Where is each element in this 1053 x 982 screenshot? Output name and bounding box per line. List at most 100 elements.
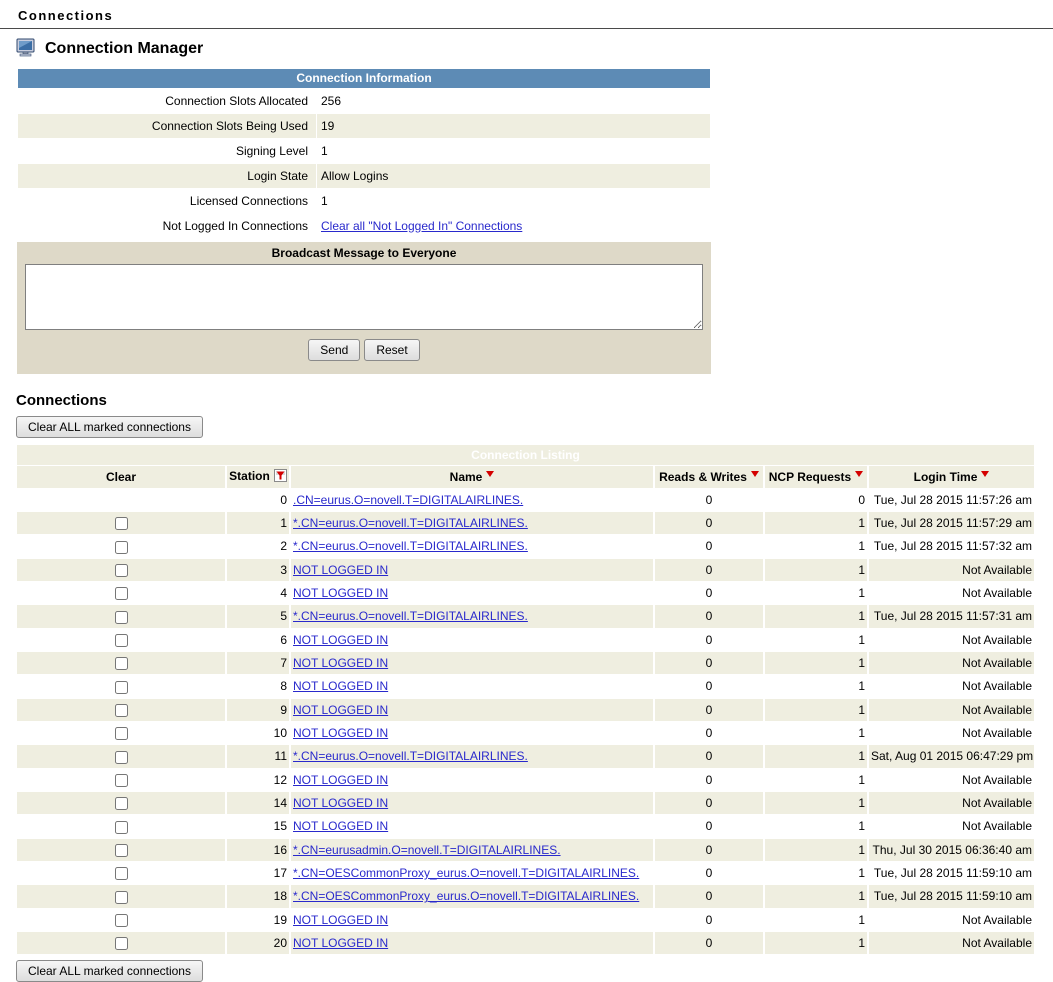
clear-checkbox[interactable] bbox=[114, 773, 128, 787]
send-button[interactable]: Send bbox=[308, 339, 361, 361]
clear-checkbox[interactable] bbox=[114, 517, 128, 531]
station-cell: 17 bbox=[273, 866, 287, 881]
reads-writes-cell: 0 bbox=[655, 885, 763, 908]
clear-cell bbox=[17, 862, 225, 884]
table-row: 15 NOT LOGGED IN 0 1 Not Available bbox=[17, 815, 1034, 837]
clear-all-marked-bottom-button[interactable]: Clear ALL marked connections bbox=[16, 960, 203, 982]
clear-checkbox[interactable] bbox=[114, 657, 128, 671]
connection-name-link[interactable]: *.CN=eurus.O=novell.T=DIGITALAIRLINES. bbox=[293, 609, 528, 624]
name-sort-icon[interactable] bbox=[486, 471, 495, 477]
ncp-requests-cell: 1 bbox=[765, 838, 867, 861]
connection-information-header: Connection Information bbox=[18, 69, 710, 88]
name-cell: NOT LOGGED IN bbox=[291, 909, 653, 931]
table-row: 4 NOT LOGGED IN 0 1 Not Available bbox=[17, 582, 1034, 604]
name-cell: NOT LOGGED IN bbox=[291, 675, 653, 697]
connection-name-link[interactable]: *.CN=OESCommonProxy_eurus.O=novell.T=DIG… bbox=[293, 866, 640, 881]
table-row: 10 NOT LOGGED IN 0 1 Not Available bbox=[17, 722, 1034, 744]
name-cell: *.CN=eurusadmin.O=novell.T=DIGITALAIRLIN… bbox=[291, 838, 653, 861]
ncp-requests-cell: 1 bbox=[765, 651, 867, 675]
clear-checkbox[interactable] bbox=[114, 610, 128, 624]
connection-name-link[interactable]: NOT LOGGED IN bbox=[293, 656, 389, 671]
clear-checkbox[interactable] bbox=[114, 867, 128, 881]
reads-writes-cell: 0 bbox=[655, 791, 763, 815]
clear-checkbox[interactable] bbox=[114, 680, 128, 694]
login-time-cell: Tue, Jul 28 2015 11:57:29 am bbox=[869, 512, 1034, 535]
reads-writes-cell: 0 bbox=[705, 679, 713, 694]
reads-writes-cell: 0 bbox=[705, 819, 713, 834]
info-row: Signing Level 1 bbox=[18, 139, 710, 163]
info-row: Connection Slots Allocated 256 bbox=[18, 89, 710, 113]
info-label: Licensed Connections bbox=[189, 194, 308, 208]
clear-cell bbox=[17, 698, 225, 721]
clear-all-marked-top-button[interactable]: Clear ALL marked connections bbox=[16, 416, 203, 438]
column-station: Station bbox=[227, 466, 289, 488]
station-filter-icon[interactable] bbox=[273, 469, 287, 485]
connection-name-link[interactable]: NOT LOGGED IN bbox=[293, 772, 389, 787]
connection-name-link[interactable]: .CN=eurus.O=novell.T=DIGITALAIRLINES. bbox=[293, 493, 524, 507]
clear-checkbox[interactable] bbox=[114, 843, 128, 857]
ncp-requests-cell: 1 bbox=[858, 632, 865, 647]
table-row: 9 NOT LOGGED IN 0 1 Not Available bbox=[17, 698, 1034, 721]
ncp-requests-cell: 1 bbox=[858, 586, 865, 601]
station-cell: 10 bbox=[273, 726, 287, 741]
connection-name-link[interactable]: *.CN=eurus.O=novell.T=DIGITALAIRLINES. bbox=[293, 539, 528, 554]
login-time-cell: Thu, Jul 30 2015 06:36:40 am bbox=[869, 838, 1034, 861]
clear-checkbox[interactable] bbox=[114, 750, 128, 764]
info-value: Allow Logins bbox=[317, 164, 710, 188]
connection-name-link[interactable]: NOT LOGGED IN bbox=[293, 586, 389, 601]
connection-name-link[interactable]: NOT LOGGED IN bbox=[293, 726, 389, 741]
clear-checkbox[interactable] bbox=[114, 937, 128, 951]
clear-not-logged-in-link[interactable]: Clear all "Not Logged In" Connections bbox=[321, 219, 523, 233]
connection-name-link[interactable]: NOT LOGGED IN bbox=[293, 562, 389, 577]
clear-checkbox[interactable] bbox=[114, 703, 128, 717]
table-row: 16 *.CN=eurusadmin.O=novell.T=DIGITALAIRL… bbox=[17, 838, 1034, 861]
clear-checkbox[interactable] bbox=[114, 540, 128, 554]
column-reads-writes: Reads & Writes bbox=[655, 466, 763, 488]
info-label: Not Logged In Connections bbox=[162, 219, 308, 233]
login-time-cell: Tue, Jul 28 2015 11:59:10 am bbox=[873, 866, 1032, 881]
name-cell: NOT LOGGED IN bbox=[291, 582, 653, 604]
station-cell: 15 bbox=[273, 819, 287, 834]
clear-cell bbox=[17, 909, 225, 931]
login-time-cell: Not Available bbox=[869, 931, 1034, 955]
login-time-cell: Not Available bbox=[962, 819, 1032, 834]
connection-name-link[interactable]: NOT LOGGED IN bbox=[293, 936, 389, 951]
name-cell: *.CN=eurus.O=novell.T=DIGITALAIRLINES. bbox=[291, 535, 653, 557]
clear-checkbox[interactable] bbox=[114, 587, 128, 601]
connection-name-link[interactable]: NOT LOGGED IN bbox=[293, 702, 389, 717]
table-row: 17 *.CN=OESCommonProxy_eurus.O=novell.T=D… bbox=[17, 862, 1034, 884]
connection-name-link[interactable]: NOT LOGGED IN bbox=[293, 912, 389, 927]
table-row: 11 *.CN=eurus.O=novell.T=DIGITALAIRLINES.… bbox=[17, 745, 1034, 768]
broadcast-message-input[interactable] bbox=[25, 264, 703, 330]
connection-name-link[interactable]: NOT LOGGED IN bbox=[293, 796, 389, 811]
login-time-cell: Not Available bbox=[869, 791, 1034, 815]
connection-name-link[interactable]: NOT LOGGED IN bbox=[293, 632, 389, 647]
connections-section-title: Connections bbox=[16, 392, 107, 409]
reads-writes-cell: 0 bbox=[655, 651, 763, 675]
clear-cell bbox=[17, 838, 225, 861]
clear-checkbox[interactable] bbox=[114, 633, 128, 647]
info-row: Connection Slots Being Used 19 bbox=[18, 114, 710, 138]
connection-name-link[interactable]: *.CN=OESCommonProxy_eurus.O=novell.T=DIG… bbox=[293, 889, 640, 904]
connection-name-link[interactable]: *.CN=eurusadmin.O=novell.T=DIGITALAIRLIN… bbox=[293, 842, 561, 857]
connection-name-link[interactable]: *.CN=eurus.O=novell.T=DIGITALAIRLINES. bbox=[293, 516, 528, 531]
reads-writes-cell: 0 bbox=[655, 698, 763, 721]
clear-checkbox[interactable] bbox=[114, 797, 128, 811]
reset-button[interactable]: Reset bbox=[364, 339, 420, 361]
ncp-requests-sort-icon[interactable] bbox=[855, 471, 864, 477]
clear-checkbox[interactable] bbox=[114, 727, 128, 741]
name-cell: .CN=eurus.O=novell.T=DIGITALAIRLINES. bbox=[291, 489, 653, 511]
reads-writes-cell: 0 bbox=[655, 605, 763, 628]
clear-checkbox[interactable] bbox=[114, 820, 128, 834]
clear-checkbox[interactable] bbox=[114, 913, 128, 927]
login-time-sort-icon[interactable] bbox=[981, 471, 990, 477]
connection-name-link[interactable]: NOT LOGGED IN bbox=[293, 679, 389, 694]
clear-cell bbox=[17, 815, 225, 837]
column-login-time: Login Time bbox=[869, 466, 1034, 488]
clear-checkbox[interactable] bbox=[114, 890, 128, 904]
connection-name-link[interactable]: *.CN=eurus.O=novell.T=DIGITALAIRLINES. bbox=[293, 749, 528, 764]
station-cell: 11 bbox=[227, 745, 289, 768]
reads-writes-sort-icon[interactable] bbox=[750, 471, 759, 477]
connection-name-link[interactable]: NOT LOGGED IN bbox=[293, 819, 389, 834]
clear-checkbox[interactable] bbox=[114, 563, 128, 577]
